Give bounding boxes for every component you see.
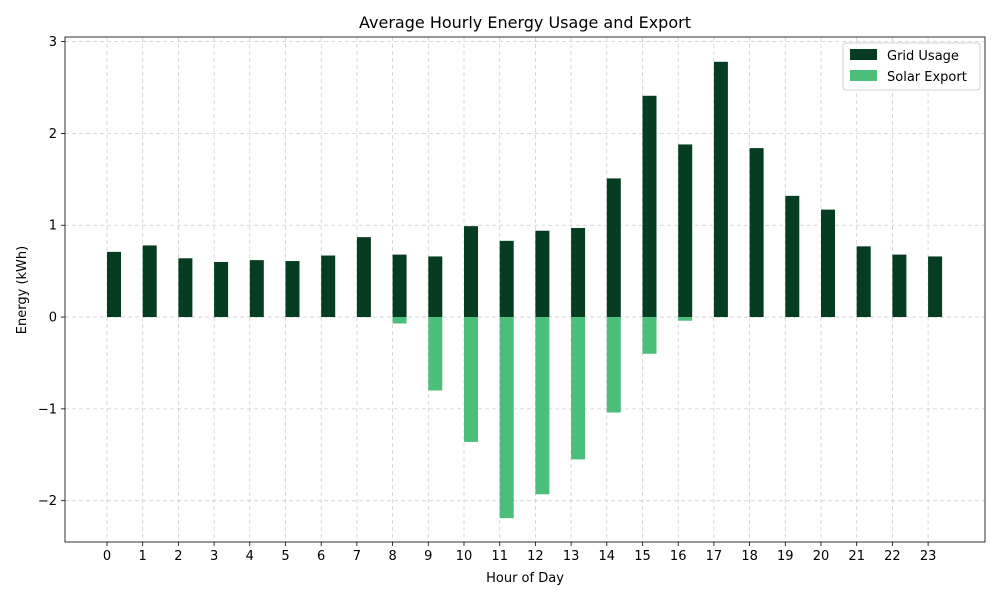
bar-grid-usage xyxy=(856,246,871,318)
bar-solar-export xyxy=(678,317,693,321)
grid-lines xyxy=(65,37,985,542)
x-tick-label: 9 xyxy=(424,549,432,564)
bar-grid-usage xyxy=(321,255,336,318)
plot-frame xyxy=(64,36,986,543)
bar-grid-usage xyxy=(892,254,907,318)
bar-grid-usage xyxy=(249,260,264,318)
x-tick-label: 16 xyxy=(670,549,687,564)
x-tick-label: 17 xyxy=(706,549,723,564)
x-tick-label: 15 xyxy=(634,549,651,564)
bar-grid-usage xyxy=(785,195,800,318)
legend-label-solar-export: Solar Export xyxy=(887,70,967,85)
x-tick-label: 7 xyxy=(353,549,361,564)
bar-solar-export xyxy=(571,317,586,460)
x-tick-label: 19 xyxy=(777,549,794,564)
bar-grid-usage xyxy=(356,237,371,318)
y-tick-label: 0 xyxy=(49,311,57,326)
bar-solar-export xyxy=(464,317,478,442)
bar-grid-usage xyxy=(178,258,193,318)
y-axis-label: Energy (kWh) xyxy=(15,246,30,334)
x-tick-label: 5 xyxy=(281,549,289,564)
bar-grid-usage xyxy=(713,61,728,318)
x-tick-label: 4 xyxy=(246,549,254,564)
legend-swatch-solar-export xyxy=(850,70,877,81)
bar-grid-usage xyxy=(428,256,443,318)
x-tick-label: 20 xyxy=(813,549,830,564)
x-tick-label: 8 xyxy=(388,549,396,564)
x-tick-label: 14 xyxy=(599,549,616,564)
x-tick-label: 3 xyxy=(210,549,218,564)
x-tick-label: 13 xyxy=(563,549,580,564)
bar-grid-usage xyxy=(142,245,157,318)
x-axis-ticks: 0 1 2 3 4 5 6 7 8 9 10 11 12 13 14 15 16 17 18 19 20 21 22 23 xyxy=(103,542,937,564)
bar-grid-usage xyxy=(571,227,586,318)
x-axis-label: Hour of Day xyxy=(486,571,564,586)
x-tick-label: 6 xyxy=(317,549,325,564)
bar-solar-export xyxy=(499,317,514,519)
bar-grid-usage xyxy=(392,254,407,318)
x-tick-label: 10 xyxy=(456,549,473,564)
y-axis-ticks: −2 −1 0 1 2 3 xyxy=(38,35,65,509)
bar-solar-export xyxy=(606,317,621,413)
x-tick-label: 0 xyxy=(103,549,111,564)
y-tick-label: 1 xyxy=(49,219,57,234)
x-tick-label: 12 xyxy=(527,549,544,564)
bar-grid-usage xyxy=(535,230,550,318)
y-tick-label: −1 xyxy=(38,402,57,417)
y-tick-label: 2 xyxy=(49,127,57,142)
bar-grid-usage xyxy=(642,95,657,318)
bar-grid-usage xyxy=(107,251,121,318)
x-tick-label: 1 xyxy=(139,549,147,564)
legend-swatch-grid-usage xyxy=(850,49,877,60)
x-tick-label: 23 xyxy=(920,549,937,564)
bar-grid-usage xyxy=(928,256,943,318)
y-tick-label: 3 xyxy=(49,35,57,50)
x-tick-label: 21 xyxy=(848,549,865,564)
bar-solar-export xyxy=(392,317,407,324)
legend-label-grid-usage: Grid Usage xyxy=(887,49,959,64)
x-tick-label: 11 xyxy=(491,549,508,564)
bar-grid-usage xyxy=(499,240,514,318)
bar-solar-export xyxy=(428,317,443,391)
y-tick-label: −2 xyxy=(38,494,57,509)
bar-grid-usage xyxy=(821,209,835,318)
bar-grid-usage xyxy=(464,226,478,318)
bar-grid-usage xyxy=(749,148,764,318)
bar-solar-export xyxy=(535,317,550,495)
x-tick-label: 22 xyxy=(884,549,901,564)
legend: Grid Usage Solar Export xyxy=(842,42,981,91)
bar-grid-usage xyxy=(214,261,229,318)
bars xyxy=(107,61,943,519)
x-tick-label: 18 xyxy=(741,549,758,564)
legend-frame xyxy=(842,42,981,91)
x-tick-label: 2 xyxy=(174,549,182,564)
bar-grid-usage xyxy=(606,178,621,318)
chart-title: Average Hourly Energy Usage and Export xyxy=(359,13,691,32)
bar-grid-usage xyxy=(678,144,693,318)
bar-solar-export xyxy=(642,317,657,354)
bar-grid-usage xyxy=(285,261,300,318)
